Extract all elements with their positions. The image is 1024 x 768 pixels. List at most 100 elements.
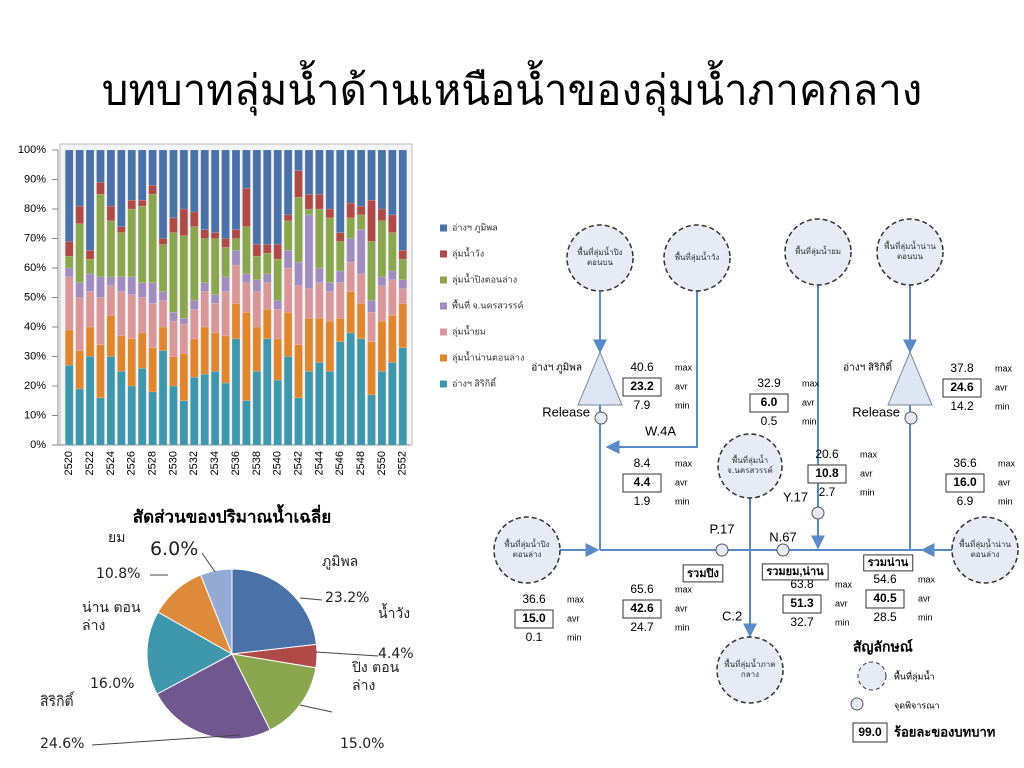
- bar-segment: [148, 194, 157, 283]
- bar-segment: [377, 276, 387, 286]
- legend-area-label: พื้นที่ลุ่มน้ำ: [894, 669, 935, 682]
- bar-segment: [367, 199, 376, 242]
- y-tick-label: 80%: [24, 203, 46, 215]
- bar-segment: [294, 196, 303, 263]
- pie-slice: [231, 653, 317, 731]
- bar-segment: [336, 282, 345, 319]
- stat-label: min: [995, 401, 1010, 411]
- bar-segment: [190, 226, 199, 301]
- stat-value: 14.2: [950, 399, 974, 413]
- pie-label: น่าน ตอนล่าง: [82, 600, 141, 634]
- bar-segment: [252, 291, 262, 328]
- pie-slice: [200, 568, 233, 655]
- bar-segment: [148, 282, 157, 304]
- stat-label: avr: [802, 397, 815, 407]
- legend-label: ลุ่มน้ำน่านตอนล่าง: [452, 350, 524, 363]
- stat-value: 8.4: [634, 456, 651, 470]
- bar-segment: [346, 332, 355, 446]
- y-tick-label: 50%: [24, 291, 46, 303]
- x-tick-label: 2552: [397, 451, 409, 475]
- bar-segment: [356, 149, 366, 207]
- bar-segment: [273, 244, 282, 260]
- bar-segment: [231, 149, 241, 230]
- bar-segment: [377, 285, 387, 322]
- total-label: รวมน่าน: [868, 557, 909, 569]
- area-node-label: พื้นที่ลุ่มน้ำปิงตอนบน: [577, 247, 623, 267]
- bar-segment: [85, 291, 95, 328]
- bar-segment: [377, 208, 387, 222]
- bar-segment: [283, 356, 293, 446]
- stat-value: 0.1: [526, 630, 543, 644]
- stat-value: 24.6: [950, 380, 974, 394]
- bar-segment: [179, 235, 189, 319]
- bar-segment: [127, 149, 136, 201]
- bar-segment: [263, 309, 272, 340]
- bar-segment: [106, 314, 116, 357]
- bar-segment: [315, 317, 324, 363]
- bar-segment: [336, 317, 345, 342]
- check-point: [850, 697, 864, 711]
- bar-segment: [388, 149, 397, 216]
- bar-segment: [221, 238, 230, 248]
- bar-segment: [148, 347, 157, 393]
- stat-label: max: [567, 594, 585, 604]
- bar-segment: [388, 270, 397, 281]
- bar-segment: [96, 194, 105, 278]
- check-point: [776, 543, 790, 557]
- bar-segment: [263, 253, 272, 275]
- bar-segment: [263, 244, 272, 254]
- stat-box: [782, 594, 822, 614]
- station-label: Release: [852, 404, 900, 419]
- bar-segment: [242, 273, 251, 283]
- bar-segment: [325, 291, 335, 322]
- pie-label: ปิง ตอนล่าง: [352, 660, 400, 694]
- bar-segment: [96, 182, 105, 195]
- bar-segment: [158, 238, 168, 245]
- slide-title: บทบาทลุ่มน้ำด้านเหนือน้ำของลุ่มน้ำภาคกลา…: [102, 60, 923, 117]
- bar-segment: [273, 309, 282, 340]
- bar-segment: [304, 317, 314, 372]
- stat-label: avr: [918, 593, 931, 603]
- bar-segment: [283, 267, 293, 313]
- bar-segment: [346, 202, 355, 219]
- legend-swatch: [440, 276, 447, 284]
- pie-value-label: 10.8%: [96, 566, 141, 582]
- legend-label: ลุ่มน้ำยม: [452, 324, 486, 337]
- stat-label: min: [567, 632, 582, 642]
- legend-sample-box: [852, 722, 888, 743]
- bar-segment: [283, 214, 293, 222]
- bar-segment: [169, 217, 178, 233]
- bar-segment: [294, 170, 303, 198]
- stat-value: 4.4: [634, 475, 651, 489]
- bar-segment: [252, 255, 262, 281]
- bar-segment: [179, 149, 189, 210]
- stat-label: max: [802, 378, 820, 388]
- bar-segment: [336, 341, 345, 446]
- stat-label: min: [675, 622, 690, 632]
- bar-segment: [210, 149, 220, 233]
- bar-segment: [200, 373, 209, 446]
- bar-segment: [221, 247, 230, 278]
- bar-segment: [294, 261, 303, 286]
- bar-segment: [273, 379, 282, 446]
- bar-segment: [106, 276, 116, 286]
- area-node-label: พื้นที่ลุ่มน้ำปิงตอนล่าง: [504, 539, 550, 559]
- stat-label: min: [998, 496, 1013, 506]
- bar-segment: [263, 273, 272, 283]
- y-tick-label: 20%: [24, 380, 46, 392]
- bar-segment: [388, 232, 397, 272]
- bar-segment: [377, 149, 387, 210]
- bar-segment: [304, 149, 314, 195]
- bar-segment: [158, 244, 168, 292]
- pie-label: ยม: [108, 530, 126, 546]
- bar-segment: [398, 303, 407, 348]
- bar-segment: [85, 356, 95, 446]
- bar-segment: [356, 338, 366, 446]
- bar-segment: [106, 220, 116, 278]
- stat-value: 16.0: [953, 475, 977, 489]
- y-tick-label: 100%: [18, 144, 46, 156]
- bar-segment: [106, 356, 116, 446]
- stat-label: avr: [835, 598, 848, 608]
- bar-segment: [127, 208, 136, 278]
- bar-segment: [200, 282, 209, 292]
